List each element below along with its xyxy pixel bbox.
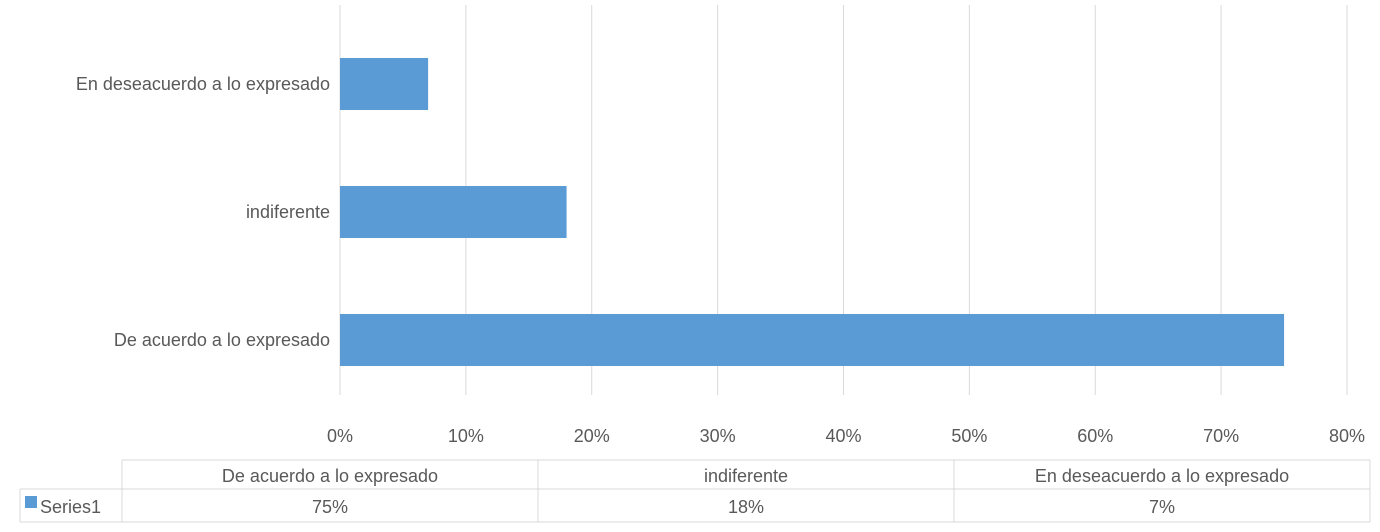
category-label: En deseacuerdo a lo expresado [76,74,330,94]
gridlines [339,5,1348,395]
table-value-cell: 7% [1149,497,1175,517]
legend-series-name: Series1 [40,497,101,517]
bar [340,58,429,110]
category-label: indiferente [246,202,330,222]
table-header-cell: indiferente [704,466,788,486]
x-tick-label: 0% [327,426,353,446]
x-tick-label: 40% [825,426,861,446]
bars [340,58,1285,366]
x-tick-label: 50% [951,426,987,446]
category-labels: De acuerdo a lo expresado indiferente En d… [76,74,330,350]
table-header-cell: De acuerdo a lo expresado [222,466,438,486]
x-tick-label: 70% [1203,426,1239,446]
x-tick-label: 80% [1329,426,1365,446]
bar [340,314,1285,366]
legend-swatch [25,496,37,508]
x-tick-labels: 0% 10% 20% 30% 40% 50% 60% 70% 80% [327,426,1365,446]
category-label: De acuerdo a lo expresado [114,330,330,350]
table-header-cell: En deseacuerdo a lo expresado [1035,466,1289,486]
bar [340,186,567,238]
x-tick-label: 30% [700,426,736,446]
x-tick-label: 20% [574,426,610,446]
x-tick-label: 60% [1077,426,1113,446]
table-value-cell: 75% [312,497,348,517]
table-value-cell: 18% [728,497,764,517]
data-table: De acuerdo a lo expresado 75% indiferente 1… [19,459,1371,523]
x-tick-label: 10% [448,426,484,446]
